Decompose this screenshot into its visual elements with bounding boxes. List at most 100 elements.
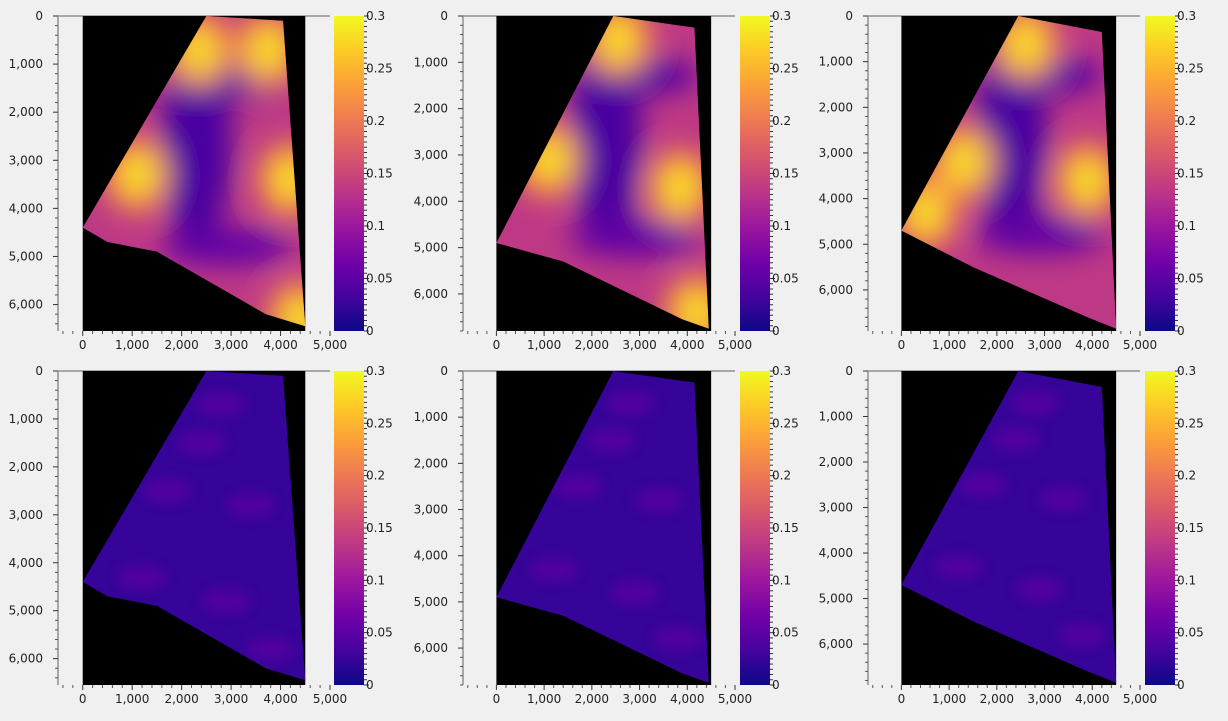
- x-tick-label: 1,000: [932, 338, 966, 352]
- colorbar: [740, 16, 770, 331]
- faint-fringe: [553, 473, 603, 500]
- x-tick-label: 1,000: [527, 692, 561, 706]
- x-tick-label: 5,000: [1123, 692, 1157, 706]
- heatmap-field: [117, 391, 296, 662]
- colorbar-tick-label: 0.2: [366, 469, 385, 483]
- colorbar-tick-label: 0.1: [772, 573, 791, 587]
- x-tick-label: 2,000: [980, 692, 1014, 706]
- y-tick-label: 2,000: [9, 105, 43, 119]
- x-tick-label: 0: [79, 692, 87, 706]
- colorbar-tick-label: 0.3: [772, 9, 791, 23]
- faint-fringe: [605, 390, 655, 416]
- x-tick-label: 4,000: [1075, 338, 1109, 352]
- y-tick-label: 0: [845, 364, 853, 378]
- colorbar-tick-label: 0.25: [772, 62, 799, 76]
- valid-region: [496, 371, 709, 683]
- colorbar-tick-label: 0.2: [1177, 114, 1196, 128]
- colorbar-tick-label: 0.05: [366, 626, 393, 640]
- x-tick-label: 2,000: [575, 338, 609, 352]
- y-tick-label: 5,000: [9, 604, 43, 618]
- y-tick-label: 3,000: [9, 153, 43, 167]
- heatmap-field: [516, 16, 709, 329]
- heatmap-panel-6: 0 1,000 2,000 3,000 4,000 5,000 0 1,000 2,000 3,0…: [819, 364, 1204, 706]
- y-tick-label: 4,000: [819, 192, 853, 206]
- heatmap-panel-5: 0 1,000 2,000 3,000 4,000 5,000 0 1,000 2,000 3,0…: [414, 364, 799, 706]
- hot-spot-core: [666, 168, 694, 207]
- faint-fringe: [586, 427, 636, 453]
- y-tick-label: 5,000: [414, 241, 448, 255]
- faint-fringe: [1015, 576, 1065, 602]
- faint-fringe: [196, 391, 246, 418]
- colorbar-tick-label: 0.2: [1177, 469, 1196, 483]
- colorbar-tick-label: 0.1: [1177, 219, 1196, 233]
- y-tick-label: 1,000: [819, 410, 853, 424]
- y-tick-label: 6,000: [414, 641, 448, 655]
- y-tick-label: 0: [440, 364, 448, 378]
- y-tick-label: 0: [845, 9, 853, 23]
- x-tick-label: 2,000: [980, 338, 1014, 352]
- colorbar-tick-label: 0: [772, 678, 780, 692]
- faint-fringe: [1010, 390, 1060, 416]
- x-tick-label: 2,000: [164, 338, 198, 352]
- colorbar-tick-label: 0.3: [366, 9, 385, 23]
- y-tick-label: 0: [35, 9, 43, 23]
- y-tick-label: 5,000: [414, 595, 448, 609]
- x-tick-label: 5,000: [718, 338, 752, 352]
- colorbar-tick-label: 0.2: [772, 114, 791, 128]
- x-tick-label: 5,000: [313, 692, 347, 706]
- y-tick-label: 0: [440, 9, 448, 23]
- y-tick-label: 3,000: [414, 503, 448, 517]
- x-tick-label: 0: [898, 692, 906, 706]
- y-tick-label: 1,000: [414, 55, 448, 69]
- colorbar-tick-label: 0.1: [366, 219, 385, 233]
- y-tick-label: 6,000: [9, 298, 43, 312]
- x-tick-label: 3,000: [622, 338, 656, 352]
- colorbar-tick-label: 0.25: [366, 416, 393, 430]
- y-tick-label: 4,000: [9, 201, 43, 215]
- y-tick-label: 4,000: [414, 194, 448, 208]
- hot-spot-core: [604, 20, 632, 59]
- heatmap-field: [529, 390, 703, 652]
- x-tick-label: 4,000: [670, 692, 704, 706]
- y-tick-label: 1,000: [819, 55, 853, 69]
- y-tick-label: 2,000: [819, 100, 853, 114]
- y-tick-label: 2,000: [819, 455, 853, 469]
- colorbar-tick-label: 0.05: [1177, 272, 1204, 286]
- y-tick-label: 1,000: [9, 57, 43, 71]
- colorbar-tick-label: 0: [772, 324, 780, 338]
- y-tick-label: 5,000: [819, 592, 853, 606]
- x-tick-label: 0: [493, 338, 501, 352]
- colorbar-tick-label: 0.15: [1177, 521, 1204, 535]
- colorbar-tick-label: 0.15: [366, 167, 393, 181]
- y-tick-label: 6,000: [819, 637, 853, 651]
- colorbar-tick-label: 0.2: [366, 114, 385, 128]
- colorbar-tick-label: 0.2: [772, 469, 791, 483]
- y-tick-label: 2,000: [9, 460, 43, 474]
- colorbar-tick-label: 0.05: [1177, 626, 1204, 640]
- x-tick-label: 2,000: [164, 692, 198, 706]
- colorbar: [1145, 371, 1175, 685]
- x-tick-label: 0: [493, 692, 501, 706]
- colorbar-tick-label: 0.25: [1177, 416, 1204, 430]
- faint-fringe: [201, 588, 251, 614]
- y-tick-label: 3,000: [414, 148, 448, 162]
- y-tick-label: 2,000: [414, 102, 448, 116]
- colorbar-tick-label: 0: [366, 324, 374, 338]
- faint-fringe: [610, 580, 660, 606]
- y-tick-label: 3,000: [819, 501, 853, 515]
- x-tick-label: 0: [898, 338, 906, 352]
- colorbar: [334, 371, 364, 685]
- hot-spot-core: [911, 193, 939, 232]
- colorbar-tick-label: 0.15: [1177, 167, 1204, 181]
- y-tick-label: 4,000: [9, 556, 43, 570]
- faint-fringe: [1058, 622, 1108, 648]
- faint-fringe: [246, 636, 296, 662]
- colorbar-tick-label: 0: [1177, 678, 1185, 692]
- colorbar-tick-label: 0.1: [1177, 573, 1196, 587]
- heatmap-panel-3: 0 1,000 2,000 3,000 4,000 5,000 0 1,000 2,000 3,0…: [819, 9, 1204, 352]
- y-tick-label: 6,000: [414, 287, 448, 301]
- colorbar: [740, 371, 770, 685]
- low-band: [569, 219, 701, 258]
- heatmap-panel-2: 0 1,000 2,000 3,000 4,000 5,000 0 1,000 2,000 3,0…: [414, 9, 799, 352]
